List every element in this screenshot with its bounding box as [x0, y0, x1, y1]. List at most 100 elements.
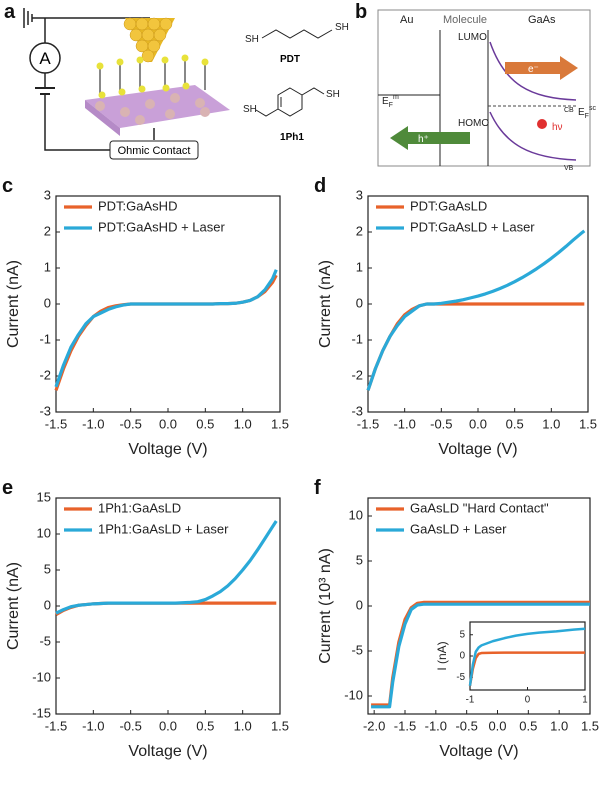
x-tick-label: 1.0	[234, 416, 252, 431]
y-tick-label: 10	[37, 525, 51, 540]
band: CB	[564, 107, 574, 114]
plot-lines	[366, 229, 586, 391]
legend-label: 1Ph1:GaAsLD	[98, 500, 181, 515]
x-tick-label: 0.5	[196, 416, 214, 431]
substrate	[85, 54, 230, 136]
x-tick-label: -1.0	[393, 416, 415, 431]
legend-label: GaAsLD + Laser	[410, 521, 507, 536]
x-tick-label: 1.0	[542, 416, 560, 431]
x-tick-label: -0.5	[119, 718, 141, 733]
x-tick-label: 1.0	[550, 718, 568, 733]
data-line	[468, 627, 586, 686]
x-tick-label: -1.0	[82, 416, 104, 431]
plot-lines	[371, 600, 590, 709]
y-tick-label: -10	[32, 669, 51, 684]
panel-letter: f	[314, 477, 321, 499]
data-line	[54, 269, 278, 388]
x-tick-label: -1.0	[82, 718, 104, 733]
x-tick-label: 1.0	[234, 718, 252, 733]
photon: hν	[552, 122, 563, 133]
electron-arrow	[505, 56, 578, 80]
x-tick-label: -1.0	[425, 718, 447, 733]
x-tick-label: -2.0	[363, 718, 385, 733]
x-tick-label: 0.0	[159, 416, 177, 431]
y-tick-label: -2	[39, 367, 51, 382]
x-tick-label: 1.5	[581, 718, 599, 733]
x-tick-label: 0.0	[469, 416, 487, 431]
molecule-name: PDT	[280, 54, 300, 65]
y-tick-label: 10	[349, 507, 363, 522]
fermi-level: EFm	[382, 94, 399, 109]
y-tick-label: 1	[44, 259, 51, 274]
y-tick-label: -5	[456, 672, 465, 683]
y-axis-label: Current (nA)	[317, 260, 334, 348]
plot-lines	[468, 627, 586, 686]
panel-letter: d	[314, 175, 326, 197]
x-tick-label: 0	[525, 694, 531, 705]
legend-label: PDT:GaAsHD	[98, 198, 177, 213]
y-tick-label: -10	[344, 687, 363, 702]
y-tick-label: 2	[356, 223, 363, 238]
x-tick-label: -1.5	[45, 416, 67, 431]
x-tick-label: -0.5	[119, 416, 141, 431]
data-line	[366, 229, 586, 391]
contact-box	[109, 140, 199, 160]
y-axis-label: Current (nA)	[5, 562, 22, 650]
y-tick-label: 5	[460, 629, 466, 640]
x-tick-label: 0.5	[196, 718, 214, 733]
x-tick-label: -1.5	[394, 718, 416, 733]
y-axis-label: Current (nA)	[5, 260, 22, 348]
y-tick-label: 5	[44, 561, 51, 576]
photon-star	[537, 119, 547, 129]
inset-frame	[469, 621, 586, 691]
x-tick-label: -1.5	[357, 416, 379, 431]
x-tick-label: -0.5	[430, 416, 452, 431]
y-tick-label: 1	[356, 259, 363, 274]
y-tick-label: 0	[356, 597, 363, 612]
panel-b: b Au Molecule GaAs EFm LUMO HOMO CB VB E…	[355, 1, 596, 172]
y-tick-label: 2	[44, 223, 51, 238]
x-tick-label: 1.5	[579, 416, 597, 431]
y-tick-label: 0	[356, 295, 363, 310]
carrier: e⁻	[528, 64, 539, 75]
y-tick-label: -3	[351, 403, 363, 418]
data-line	[371, 602, 590, 709]
x-tick-label: 0.5	[519, 718, 537, 733]
plot-lines	[55, 520, 278, 617]
y-tick-label: -3	[39, 403, 51, 418]
x-tick-label: 1.5	[271, 416, 289, 431]
fermi-level: EFsc	[578, 105, 596, 120]
carrier: h⁺	[418, 134, 429, 145]
panel-a: a A	[4, 1, 349, 160]
y-tick-label: -5	[351, 642, 363, 657]
contact-label: Ohmic Contact	[118, 145, 191, 157]
panel-letter: a	[4, 1, 16, 23]
y-tick-label: 3	[356, 187, 363, 202]
plot-lines	[54, 269, 278, 391]
molecule-name: 1Ph1	[280, 132, 304, 143]
y-tick-label: -5	[39, 633, 51, 648]
y-axis-label: Current (10³ nA)	[317, 548, 334, 664]
y-tick-label: 15	[37, 489, 51, 504]
data-line	[468, 651, 585, 686]
orbital: HOMO	[458, 118, 489, 129]
x-tick-label: 0.0	[159, 718, 177, 733]
region-label: GaAs	[528, 14, 556, 26]
region-label: Au	[400, 14, 413, 26]
x-tick-label: -0.5	[455, 718, 477, 733]
x-axis-label: Voltage (V)	[438, 441, 517, 458]
legend-label: GaAsLD "Hard Contact"	[410, 500, 549, 515]
y-tick-label: 3	[44, 187, 51, 202]
region-label: Molecule	[443, 14, 487, 26]
thiol: SH	[335, 22, 349, 33]
x-tick-label: 0.5	[506, 416, 524, 431]
x-axis-label: Voltage (V)	[439, 743, 518, 760]
gold-tip	[123, 17, 175, 63]
x-axis-label: Voltage (V)	[128, 743, 207, 760]
y-tick-label: -2	[351, 367, 363, 382]
y-tick-label: -1	[351, 331, 363, 346]
meter-label: A	[39, 49, 51, 68]
panel-letter: b	[355, 1, 367, 23]
hole-arrow	[390, 126, 470, 150]
